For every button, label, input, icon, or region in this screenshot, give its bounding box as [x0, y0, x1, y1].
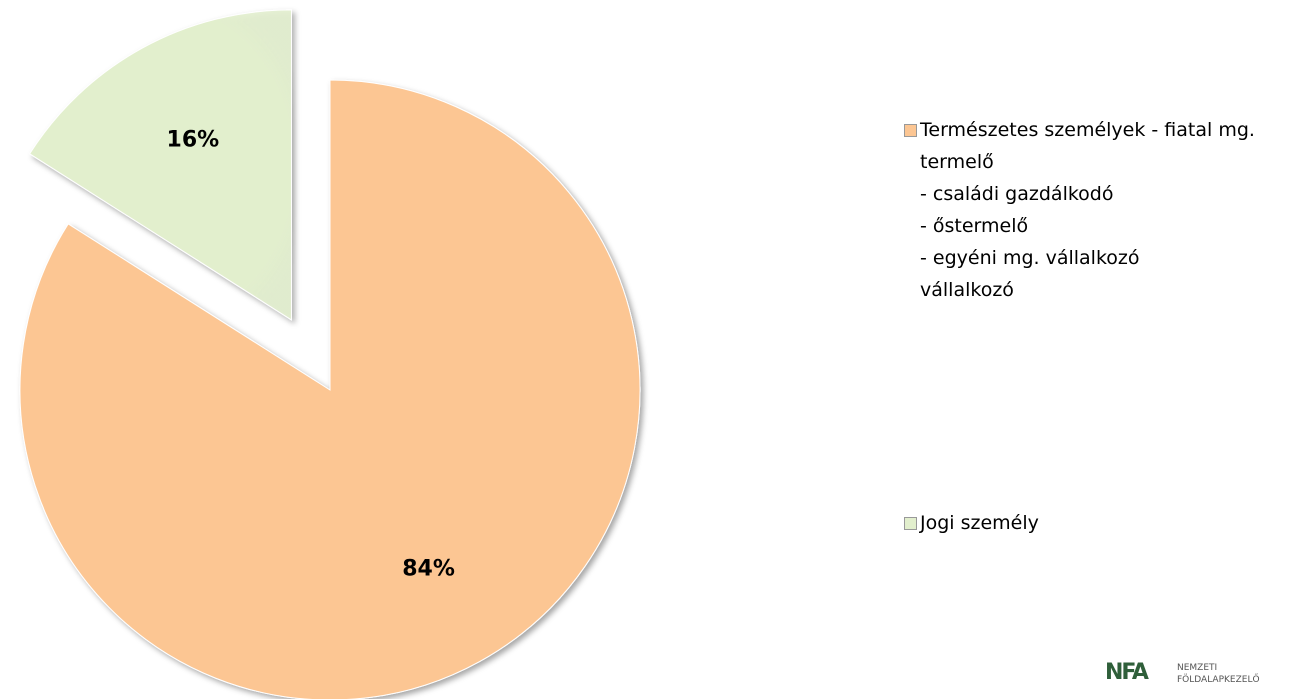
legend-item: Természetes személyek - fiatal mg. terme…	[900, 114, 1301, 306]
slice-label: 84%	[402, 556, 455, 581]
legend-swatch	[904, 124, 917, 137]
logo-mark: NFA	[1105, 660, 1149, 685]
legend-label: Jogi személy	[920, 512, 1039, 534]
pie-slice	[19, 79, 641, 699]
legend-label: Természetes személyek - fiatal mg. terme…	[920, 119, 1255, 301]
slice-label: 16%	[167, 128, 220, 153]
legend-item: Jogi személy	[900, 507, 1301, 539]
logo-text: NEMZETI FÖLDALAPKEZELŐ	[1177, 663, 1260, 685]
pie-slice	[29, 9, 292, 321]
legend-swatch	[904, 517, 917, 530]
